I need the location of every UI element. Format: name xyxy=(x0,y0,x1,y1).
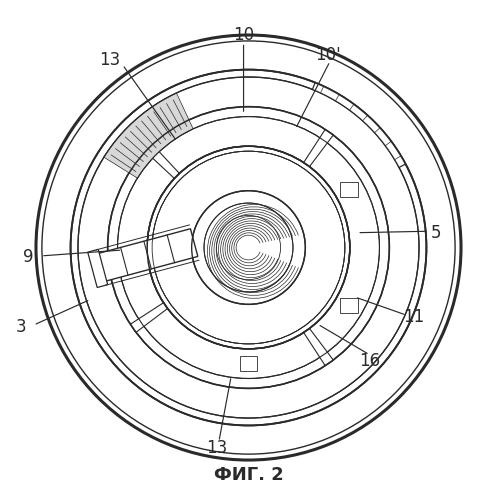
Polygon shape xyxy=(304,130,333,166)
Bar xyxy=(97,228,198,281)
Text: 3: 3 xyxy=(16,318,26,336)
Text: 9: 9 xyxy=(23,248,34,266)
Text: 16: 16 xyxy=(359,352,380,370)
Bar xyxy=(340,182,358,197)
Polygon shape xyxy=(146,144,179,178)
Bar xyxy=(340,298,358,313)
Text: 13: 13 xyxy=(99,50,121,68)
Bar xyxy=(87,250,108,288)
Text: ФИГ. 2: ФИГ. 2 xyxy=(214,466,283,484)
Polygon shape xyxy=(130,302,167,332)
Text: 5: 5 xyxy=(431,224,441,242)
Text: 13: 13 xyxy=(206,438,227,456)
Polygon shape xyxy=(313,82,406,168)
Text: 10': 10' xyxy=(315,46,340,64)
Text: 11: 11 xyxy=(404,308,425,326)
Polygon shape xyxy=(304,328,333,366)
Bar xyxy=(240,356,257,371)
Text: 10: 10 xyxy=(233,26,254,44)
Polygon shape xyxy=(104,93,193,178)
